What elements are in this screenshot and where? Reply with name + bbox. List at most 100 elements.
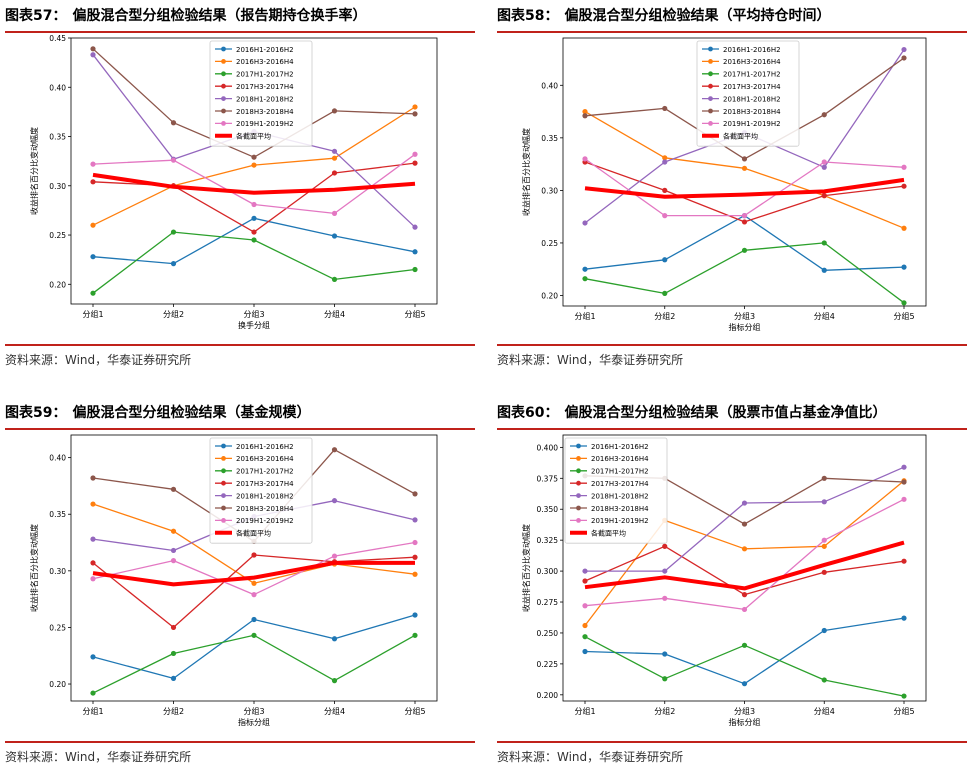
data-point (251, 201, 257, 208)
y-tick-label: 0.30 (541, 186, 558, 195)
data-point (741, 165, 748, 171)
legend-label: 2017H1-2017H2 (723, 71, 781, 79)
data-point (331, 498, 338, 504)
legend: 2016H1-2016H2 2016H3-2016H4 2017H1-2017H2 2… (209, 437, 313, 544)
legend-label: 2018H3-2018H4 (236, 505, 294, 513)
data-point (662, 568, 668, 574)
data-point (90, 161, 96, 167)
data-point (251, 632, 257, 638)
data-point (821, 112, 827, 118)
data-point (412, 539, 418, 546)
legend-marker (708, 121, 713, 126)
x-tick-label: 分组4 (324, 309, 345, 319)
data-point (90, 690, 96, 696)
x-axis-label: 指标分组 (729, 322, 761, 332)
data-point (821, 543, 827, 549)
data-point (170, 558, 177, 564)
data-point (582, 156, 588, 162)
data-point (412, 160, 418, 166)
legend-label: 各截面平均 (723, 132, 758, 141)
y-tick-label: 0.350 (537, 505, 559, 514)
series-line (92, 560, 415, 587)
data-point (901, 46, 907, 53)
source-divider (497, 741, 967, 743)
legend-label: 2016H3-2016H4 (591, 455, 649, 463)
data-point (90, 576, 96, 582)
data-point (331, 170, 338, 176)
panel-title: 图表58： 偏股混合型分组检验结果（平均持仓时间） (497, 4, 967, 30)
y-tick-label: 0.375 (537, 474, 559, 483)
x-tick-label: 分组2 (654, 311, 675, 321)
legend-label: 2019H1-2019H2 (236, 120, 294, 128)
data-point (741, 681, 748, 687)
legend-marker (221, 83, 226, 89)
data-point (331, 276, 338, 282)
line-chart: 0.20 0.25 0.30 0.35 0.40 分组1 分组2 分组3 分组4 分组5 指标分组 收… (29, 434, 438, 727)
legend-marker (221, 493, 226, 498)
data-point (662, 105, 668, 112)
panel-title: 图表59： 偏股混合型分组检验结果（基金规模） (5, 401, 475, 427)
data-point (170, 547, 177, 554)
legend-marker (708, 83, 713, 89)
chart-panel-holding-time: 图表58： 偏股混合型分组检验结果（平均持仓时间） 0.20 0.25 0.30 0.3… (497, 4, 967, 379)
legend-marker (708, 96, 713, 101)
data-point (662, 676, 668, 682)
data-point (412, 632, 418, 638)
data-point (901, 693, 907, 699)
x-tick-label: 分组1 (82, 706, 103, 716)
legend-box (564, 437, 668, 544)
legend-marker (221, 456, 226, 461)
legend-marker (221, 59, 226, 64)
x-tick-label: 分组2 (163, 309, 184, 319)
x-tick-label: 分组1 (82, 309, 103, 319)
x-tick-label: 分组4 (814, 706, 835, 716)
data-point (662, 290, 668, 296)
data-point (412, 224, 418, 230)
y-tick-label: 0.45 (49, 34, 66, 43)
legend-marker (576, 518, 581, 523)
data-point (821, 537, 827, 543)
data-point (90, 179, 96, 185)
panel-title: 图表60： 偏股混合型分组检验结果（股票市值占基金净值比） (497, 401, 967, 427)
data-point (821, 267, 827, 273)
figure-number: 图表57： (5, 8, 67, 24)
data-point (412, 491, 418, 497)
title-divider (5, 428, 475, 430)
data-point (582, 603, 588, 609)
figure-number: 图表58： (497, 8, 559, 24)
data-point (170, 675, 177, 681)
data-point (821, 677, 827, 683)
legend: 2016H1-2016H2 2016H3-2016H4 2017H1-2017H2 2… (564, 437, 668, 544)
y-tick-label: 0.40 (49, 83, 66, 92)
y-tick-label: 0.250 (537, 629, 559, 638)
line-chart: 0.20 0.25 0.30 0.35 0.40 分组1 分组2 分组3 分组4 分组5 指标分组 收… (521, 37, 927, 332)
x-axis-label: 换手分组 (238, 320, 270, 330)
data-point (331, 553, 338, 559)
legend-label: 2019H1-2019H2 (591, 517, 649, 525)
data-point (251, 580, 257, 586)
figure-title: 偏股混合型分组检验结果（报告期持仓换手率） (72, 8, 367, 24)
data-point (582, 634, 588, 640)
x-axis-label: 指标分组 (238, 717, 270, 727)
data-point (662, 159, 668, 165)
data-point (90, 501, 96, 507)
x-tick-label: 分组3 (243, 309, 264, 319)
line-chart: 0.200 0.225 0.250 0.275 0.300 0.325 0.350 0.375… (521, 434, 927, 727)
x-tick-label: 分组5 (404, 706, 425, 716)
legend-marker (576, 456, 581, 461)
y-tick-label: 0.30 (49, 182, 66, 191)
y-tick-label: 0.275 (537, 598, 559, 607)
title-divider (5, 31, 475, 33)
legend-box (696, 40, 800, 147)
data-point (741, 219, 748, 225)
legend-label: 2018H3-2018H4 (723, 108, 781, 116)
x-tick-label: 分组3 (243, 706, 264, 716)
data-point (582, 108, 588, 115)
data-point (821, 627, 827, 634)
data-point (662, 213, 668, 219)
legend-marker (576, 443, 581, 449)
data-point (901, 479, 907, 485)
data-point (741, 247, 748, 253)
data-point (412, 266, 418, 273)
data-point (582, 113, 588, 119)
